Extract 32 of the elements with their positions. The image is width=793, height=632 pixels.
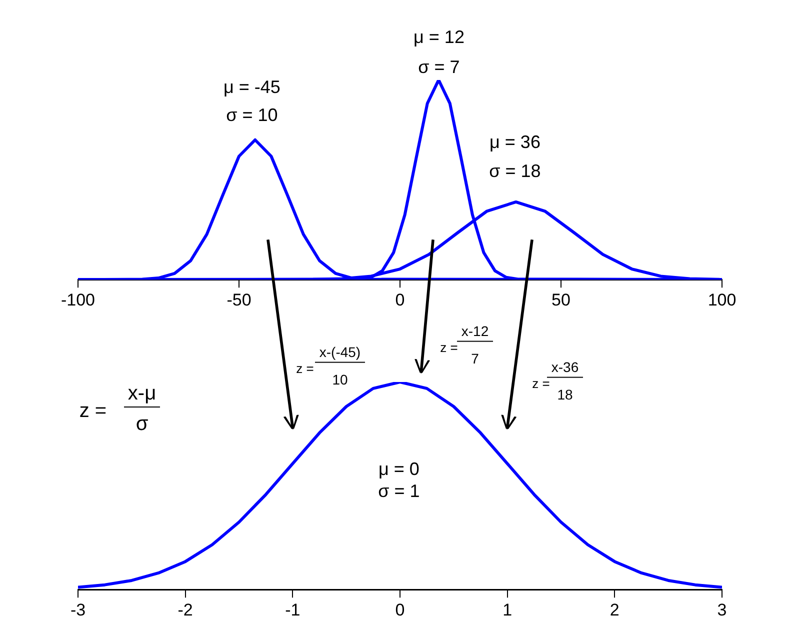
annotation: z = xyxy=(79,400,107,422)
x-tick-label: -50 xyxy=(226,290,252,310)
text: x-36 xyxy=(551,358,579,375)
annotation: σ = 18 xyxy=(489,161,541,182)
text: x-12 xyxy=(457,322,493,342)
x-tick-label: 0 xyxy=(395,600,405,620)
annotation: σ xyxy=(136,413,148,435)
x-tick-label: -1 xyxy=(285,600,300,620)
text: x-(-45) xyxy=(315,344,365,364)
annotation: σ = 1 xyxy=(378,481,420,502)
x-tick-label: -100 xyxy=(60,290,96,310)
annotation: z = xyxy=(532,376,550,392)
x-tick-label: 3 xyxy=(717,600,727,620)
annotation: μ = 0 xyxy=(378,459,420,480)
text: σ = 7 xyxy=(418,57,460,78)
text: 7 xyxy=(471,350,479,367)
annotation: μ = 36 xyxy=(490,132,540,153)
text: z = xyxy=(440,340,458,356)
annotation: μ = -45 xyxy=(224,77,280,98)
x-tick-label: 1 xyxy=(502,600,512,620)
x-tick-label: 50 xyxy=(552,290,570,310)
text: z = xyxy=(296,360,314,376)
x-tick-label: 0 xyxy=(395,290,405,310)
annotation: 18 xyxy=(557,386,573,403)
annotation: σ = 10 xyxy=(226,105,278,126)
annotation: 10 xyxy=(332,371,348,388)
annotation: x-μ xyxy=(124,382,160,408)
x-tick-label: -3 xyxy=(70,600,86,620)
x-tick-label: 100 xyxy=(708,290,736,310)
x-tick-label: 2 xyxy=(610,600,620,620)
text: μ = 12 xyxy=(414,27,464,48)
x-tick-label: -2 xyxy=(178,600,193,620)
